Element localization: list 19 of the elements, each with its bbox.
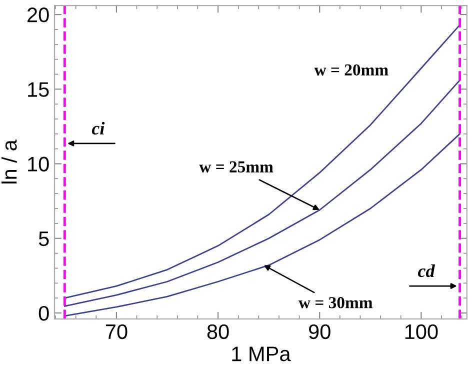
y-tick-label: 0 bbox=[38, 306, 49, 321]
x-tick-label: 90 bbox=[309, 324, 330, 340]
y-tick-label: 5 bbox=[38, 232, 49, 246]
y-axis-title: ln / a bbox=[2, 140, 17, 184]
y-tick-label: 10 bbox=[28, 156, 49, 172]
line-series bbox=[64, 80, 460, 307]
x-tick-label: 70 bbox=[106, 324, 128, 340]
ref-line-label: ci bbox=[92, 122, 105, 135]
line-series bbox=[64, 133, 460, 317]
annotation: w = 20mm bbox=[314, 64, 388, 76]
y-tick-label: 15 bbox=[28, 82, 49, 97]
annotation: w = 25mm bbox=[199, 161, 274, 173]
x-tick-label: 100 bbox=[405, 324, 438, 340]
x-tick-label: 80 bbox=[207, 324, 229, 340]
line-series bbox=[64, 24, 460, 299]
x-axis-title: 1 MPa bbox=[232, 346, 291, 362]
y-tick-label: 20 bbox=[28, 8, 49, 22]
ref-line-label: cd bbox=[418, 264, 435, 278]
annotation: w = 30mm bbox=[298, 297, 372, 308]
